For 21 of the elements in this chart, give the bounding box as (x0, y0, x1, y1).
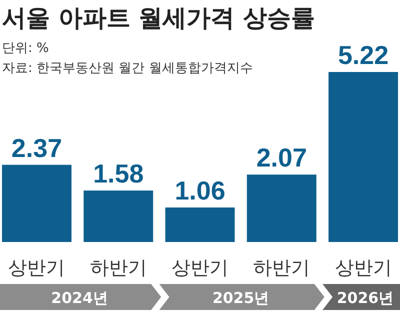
data-label: 1.06 (174, 175, 226, 206)
data-label: 5.22 (338, 40, 389, 70)
annotation: 자료: 한국부동산원 월간 월세통합가격지수 (2, 61, 253, 76)
text: 2026년 (336, 289, 394, 307)
data-label: 2.07 (256, 142, 307, 173)
x-tick-label: 하반기 (253, 257, 310, 279)
data-label: 1.58 (93, 158, 144, 189)
chart-title: 서울 아파트 월세가격 상승률 (2, 4, 316, 32)
bar (246, 174, 316, 242)
bar (165, 207, 235, 242)
text: 2024년 (51, 289, 108, 307)
text: 단위: % (2, 41, 49, 56)
bar (328, 72, 398, 242)
x-tick-label: 하반기 (90, 257, 147, 279)
bar (84, 190, 154, 242)
x-tick-label: 상반기 (172, 257, 228, 279)
data-label: 2.37 (11, 132, 62, 163)
x-tick-label: 상반기 (8, 257, 66, 279)
bar (2, 164, 72, 242)
x-tick-label: 상반기 (334, 257, 392, 279)
text: 2025년 (212, 289, 270, 307)
